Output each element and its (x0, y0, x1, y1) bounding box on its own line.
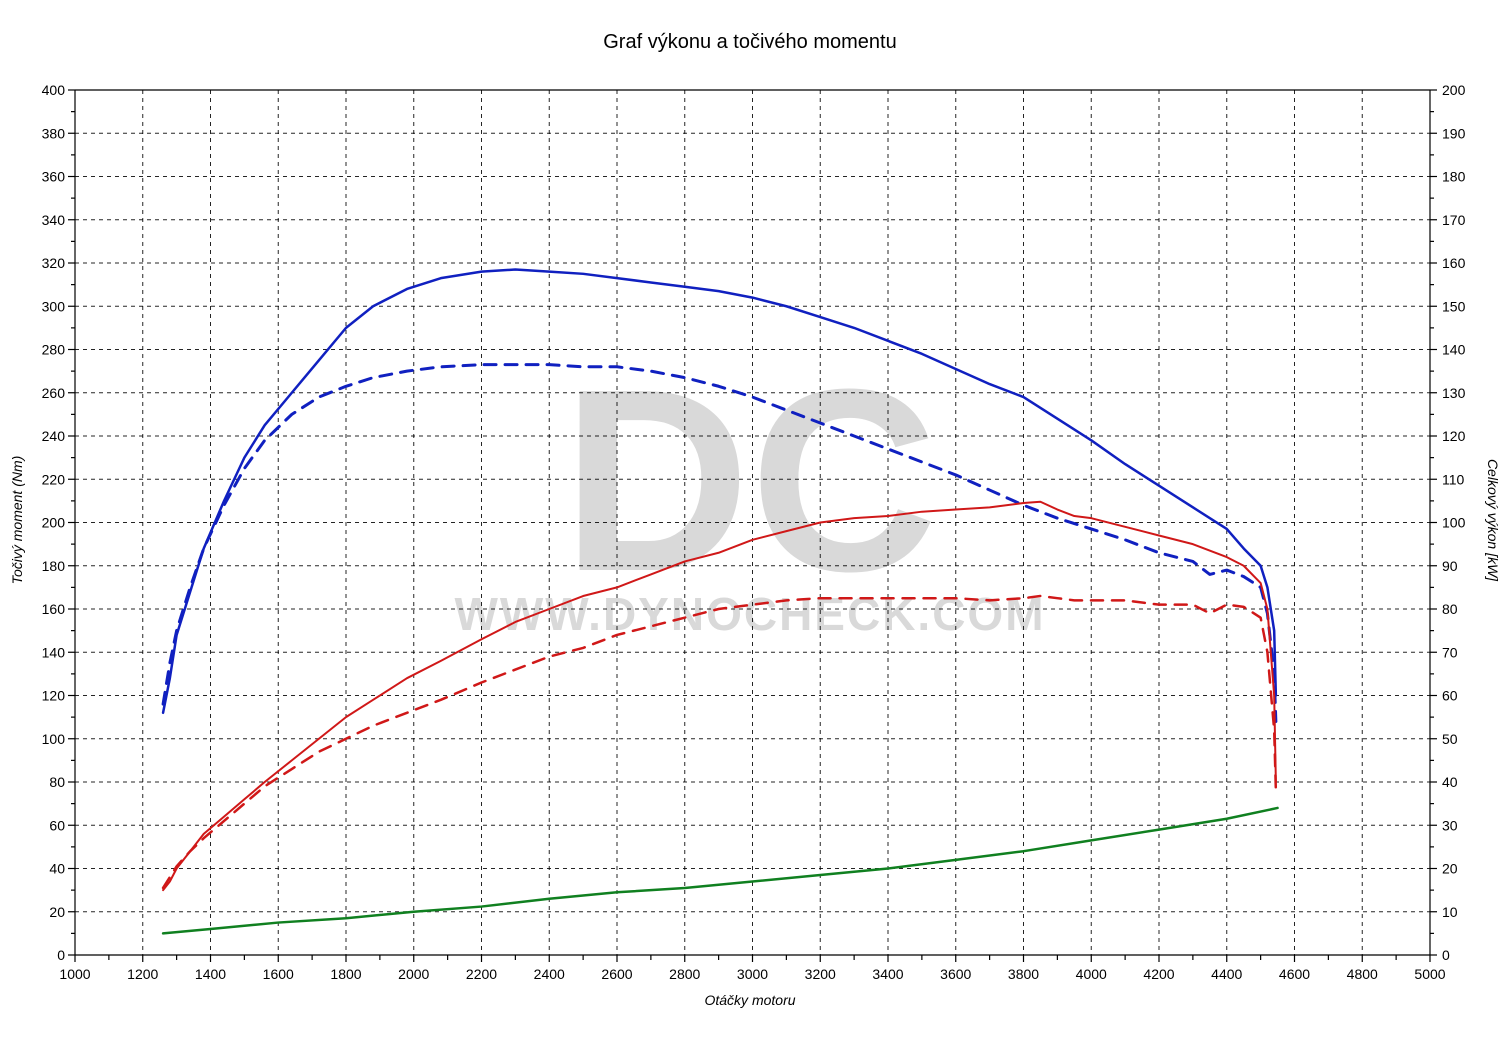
y-right-tick-label: 110 (1442, 471, 1465, 487)
y-left-tick-label: 320 (42, 255, 66, 271)
y-left-tick-label: 380 (42, 125, 66, 141)
y-left-tick-label: 80 (49, 774, 65, 790)
y-right-tick-label: 130 (1442, 385, 1466, 401)
dyno-power-torque-chart: Graf výkonu a točivého momentu DC WWW.DY… (0, 0, 1500, 1041)
y-left-tick-label: 140 (42, 644, 66, 660)
y-right-tick-label: 90 (1442, 558, 1458, 574)
y-right-tick-label: 70 (1442, 644, 1458, 660)
x-tick-label: 2400 (534, 966, 565, 982)
y-right-tick-label: 120 (1442, 428, 1466, 444)
y-right-tick-label: 150 (1442, 298, 1466, 314)
x-tick-label: 4400 (1211, 966, 1242, 982)
y-right-tick-label: 170 (1442, 212, 1466, 228)
y-right-tick-label: 190 (1442, 125, 1466, 141)
y-left-tick-label: 40 (49, 861, 65, 877)
x-tick-label: 2800 (669, 966, 700, 982)
y-right-tick-label: 180 (1442, 169, 1466, 185)
y-right-tick-label: 80 (1442, 601, 1458, 617)
x-axis-label: Otáčky motoru (704, 992, 795, 1008)
watermark-url: WWW.DYNOCHECK.COM (454, 588, 1045, 640)
x-tick-label: 3800 (1008, 966, 1039, 982)
y-left-axis-label: Točivý moment (Nm) (9, 456, 25, 585)
y-right-tick-label: 0 (1442, 947, 1450, 963)
x-tick-label: 5000 (1414, 966, 1445, 982)
y-right-tick-label: 50 (1442, 731, 1458, 747)
x-tick-label: 1600 (263, 966, 294, 982)
y-right-tick-label: 30 (1442, 817, 1458, 833)
x-tick-label: 3000 (737, 966, 768, 982)
y-left-tick-label: 360 (42, 169, 66, 185)
y-right-tick-label: 10 (1442, 904, 1458, 920)
watermark: DC WWW.DYNOCHECK.COM (454, 336, 1045, 640)
y-right-tick-label: 160 (1442, 255, 1466, 271)
y-right-tick-label: 60 (1442, 688, 1458, 704)
y-left-tick-label: 260 (42, 385, 66, 401)
y-left-tick-label: 60 (49, 817, 65, 833)
y-left-tick-label: 300 (42, 298, 66, 314)
x-tick-label: 3600 (940, 966, 971, 982)
y-left-tick-label: 340 (42, 212, 66, 228)
y-right-tick-label: 100 (1442, 515, 1466, 531)
y-right-tick-label: 200 (1442, 82, 1466, 98)
y-left-tick-label: 120 (42, 688, 66, 704)
x-tick-label: 1800 (330, 966, 361, 982)
series-drag_losses (163, 808, 1277, 933)
x-tick-label: 4200 (1143, 966, 1174, 982)
x-tick-label: 2200 (466, 966, 497, 982)
dyno-chart-container: { "chart": { "title": "Graf výkonu a toč… (0, 0, 1500, 1041)
chart-title: Graf výkonu a točivého momentu (603, 31, 896, 53)
y-left-tick-label: 20 (49, 904, 65, 920)
watermark-big: DC (562, 336, 938, 626)
y-right-axis-label: Celkový výkon [kW] (1485, 459, 1500, 582)
x-tick-label: 1000 (59, 966, 90, 982)
x-tick-label: 2600 (601, 966, 632, 982)
x-tick-label: 4600 (1279, 966, 1310, 982)
y-left-tick-label: 100 (42, 731, 66, 747)
x-tick-label: 2000 (398, 966, 429, 982)
x-tick-label: 4000 (1076, 966, 1107, 982)
x-tick-label: 4800 (1347, 966, 1378, 982)
x-tick-label: 3200 (805, 966, 836, 982)
x-tick-label: 1400 (195, 966, 226, 982)
y-left-tick-label: 0 (57, 947, 65, 963)
y-left-tick-label: 200 (42, 515, 66, 531)
y-left-tick-label: 180 (42, 558, 66, 574)
x-tick-label: 1200 (127, 966, 158, 982)
y-right-tick-label: 140 (1442, 342, 1466, 358)
y-left-tick-label: 160 (42, 601, 66, 617)
y-left-tick-label: 220 (42, 471, 66, 487)
y-right-tick-label: 40 (1442, 774, 1458, 790)
y-left-tick-label: 240 (42, 428, 66, 444)
x-tick-label: 3400 (872, 966, 903, 982)
y-left-tick-label: 280 (42, 342, 66, 358)
y-right-tick-label: 20 (1442, 861, 1458, 877)
y-left-tick-label: 400 (42, 82, 66, 98)
